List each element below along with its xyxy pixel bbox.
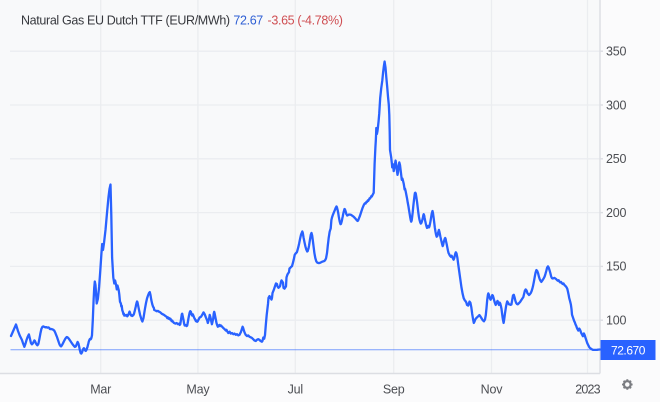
- svg-text:Sep: Sep: [383, 382, 405, 396]
- svg-text:200: 200: [606, 206, 627, 220]
- svg-text:350: 350: [606, 45, 627, 59]
- svg-text:Nov: Nov: [481, 382, 504, 396]
- svg-text:2023: 2023: [575, 382, 600, 396]
- svg-text:300: 300: [606, 98, 627, 112]
- svg-text:72.670: 72.670: [611, 344, 646, 358]
- svg-text:100: 100: [606, 314, 627, 328]
- svg-text:Natural Gas EU Dutch TTF (EUR/: Natural Gas EU Dutch TTF (EUR/MWh) 72.67…: [21, 14, 343, 28]
- svg-text:250: 250: [606, 152, 627, 166]
- svg-text:Mar: Mar: [90, 382, 111, 396]
- svg-text:May: May: [186, 382, 210, 396]
- svg-text:Jul: Jul: [288, 382, 303, 396]
- svg-text:150: 150: [606, 260, 627, 274]
